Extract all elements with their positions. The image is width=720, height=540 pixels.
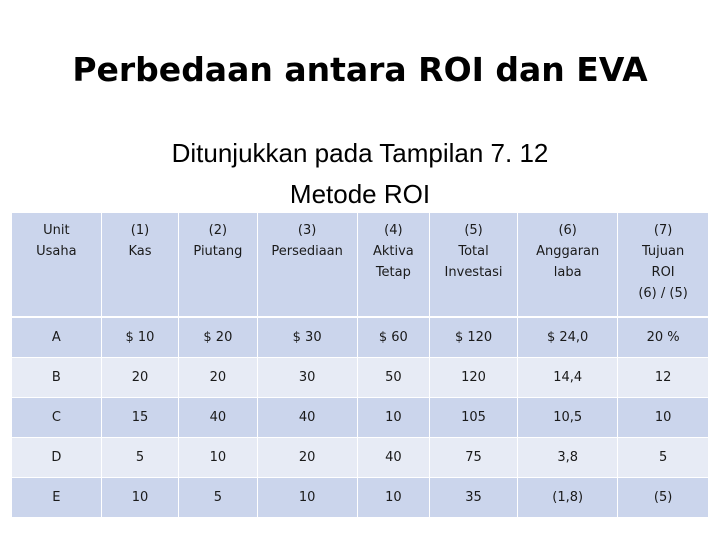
table-cell: 120 [429, 357, 519, 398]
table-cell: $ 20 [178, 317, 258, 358]
table-cell: 10 [178, 437, 258, 478]
table-cell: $ 120 [429, 317, 519, 358]
subtitle-line-1: Ditunjukkan pada Tampilan 7. 12 [171, 138, 549, 168]
table-row: C 15 40 40 10 105 10,5 10 [12, 397, 709, 438]
table-row: B 20 20 30 50 120 14,4 12 [12, 357, 709, 398]
header-kas: (1) Kas [101, 213, 180, 318]
table-cell: 20 % [617, 317, 709, 358]
slide-title: Perbedaan antara ROI dan EVA [72, 50, 648, 89]
table-cell: D [12, 437, 102, 478]
table-cell: $ 10 [101, 317, 180, 358]
table-cell: 5 [178, 477, 258, 518]
table-cell: 5 [101, 437, 180, 478]
table-cell: 10 [101, 477, 180, 518]
table-cell: 12 [617, 357, 709, 398]
table-cell: (1,8) [517, 477, 619, 518]
table-cell: 50 [357, 357, 430, 398]
subtitle-line-2: Metode ROI [289, 179, 431, 209]
header-persediaan: (3) Persediaan [257, 213, 358, 318]
table-row: D 5 10 20 40 75 3,8 5 [12, 437, 709, 478]
table-cell: 15 [101, 397, 180, 438]
table-cell: 5 [617, 437, 709, 478]
table-cell: 14,4 [517, 357, 619, 398]
table-cell: B [12, 357, 102, 398]
table-cell: 40 [257, 397, 358, 438]
table-cell: 10 [617, 397, 709, 438]
table-cell: 20 [101, 357, 180, 398]
slide-subtitle: Ditunjukkan pada Tampilan 7. 12 Metode R… [0, 133, 720, 215]
header-piutang: (2) Piutang [178, 213, 258, 318]
header-aktiva-tetap: (4) Aktiva Tetap [357, 213, 430, 318]
table-header-row: Unit Usaha (1) Kas (2) Piutang (3) Perse… [12, 213, 709, 318]
table-cell: 10 [357, 397, 430, 438]
table-cell: 10 [257, 477, 358, 518]
roi-table: Unit Usaha (1) Kas (2) Piutang (3) Perse… [12, 213, 709, 518]
table-cell: A [12, 317, 102, 358]
header-tujuan-roi: (7) Tujuan ROI (6) / (5) [617, 213, 709, 318]
table-cell: 10,5 [517, 397, 619, 438]
table-cell: 40 [357, 437, 430, 478]
table-cell: C [12, 397, 102, 438]
table-cell: $ 30 [257, 317, 358, 358]
table-cell: 35 [429, 477, 519, 518]
table-cell: 105 [429, 397, 519, 438]
table-cell: 20 [257, 437, 358, 478]
header-anggaran-laba: (6) Anggaran laba [517, 213, 619, 318]
roi-table-container: Unit Usaha (1) Kas (2) Piutang (3) Perse… [12, 213, 709, 518]
header-total-investasi: (5) Total Investasi [429, 213, 519, 318]
table-cell: $ 24,0 [517, 317, 619, 358]
table-cell: (5) [617, 477, 709, 518]
header-unit-usaha: Unit Usaha [12, 213, 102, 318]
table-cell: $ 60 [357, 317, 430, 358]
table-cell: E [12, 477, 102, 518]
table-cell: 75 [429, 437, 519, 478]
table-cell: 40 [178, 397, 258, 438]
table-cell: 30 [257, 357, 358, 398]
table-row: E 10 5 10 10 35 (1,8) (5) [12, 477, 709, 518]
table-cell: 3,8 [517, 437, 619, 478]
table-cell: 10 [357, 477, 430, 518]
table-cell: 20 [178, 357, 258, 398]
table-row: A $ 10 $ 20 $ 30 $ 60 $ 120 $ 24,0 20 % [12, 317, 709, 358]
